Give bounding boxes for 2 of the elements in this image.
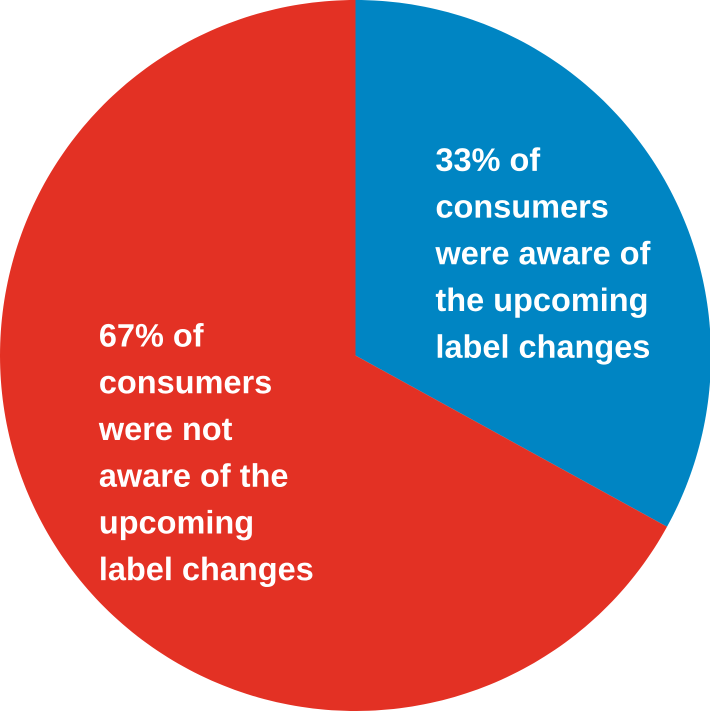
slice-label: 33% of consumers were aware of the upcoming label changes [435, 147, 650, 365]
slice-label: 67% of consumers were not aware of the upcoming label changes [98, 323, 312, 588]
